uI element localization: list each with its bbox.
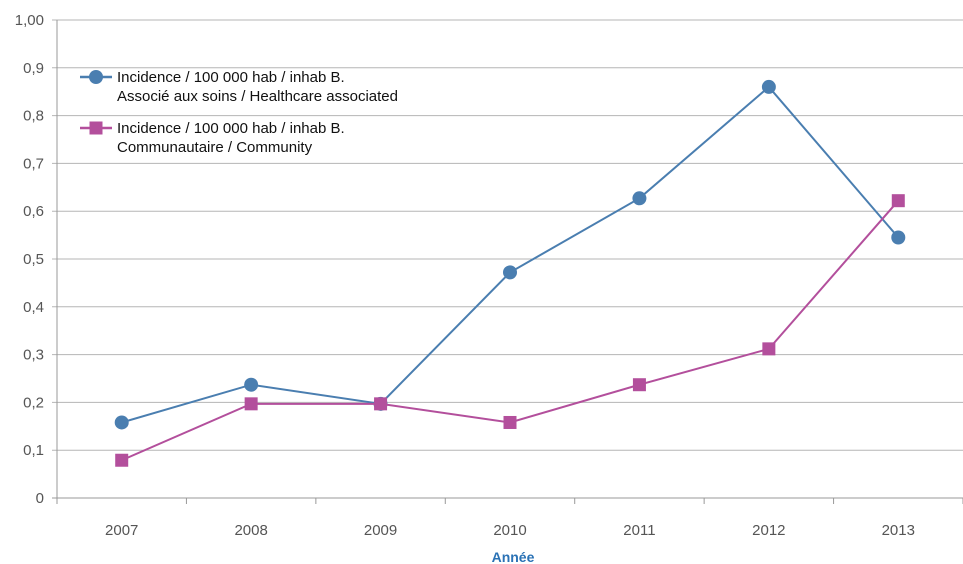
data-point xyxy=(114,415,129,430)
x-tick-label: 2010 xyxy=(493,522,526,539)
legend-marker xyxy=(89,121,103,135)
data-point xyxy=(115,453,129,467)
y-tick-label: 1,00 xyxy=(15,12,44,29)
x-axis-ticks: 2007 2008 2009 2010 2011 2012 2013 xyxy=(56,498,963,539)
y-tick-label: 0,5 xyxy=(23,251,44,268)
x-tick-label: 2012 xyxy=(752,522,785,539)
y-tick-label: 0 xyxy=(36,490,44,507)
y-axis-ticks: 0 0,1 0,2 0,3 0,4 0,5 0,6 0,7 0,8 0,9 1,00 xyxy=(15,12,44,507)
x-tick-label: 2011 xyxy=(623,522,655,539)
data-point xyxy=(244,397,258,411)
legend-label: Incidence / 100 000 hab / inhab B. xyxy=(117,69,345,86)
y-tick-label: 0,8 xyxy=(23,108,44,125)
legend-label: Incidence / 100 000 hab / inhab B. xyxy=(117,120,345,137)
grid-lines xyxy=(52,19,963,499)
x-tick-label: 2008 xyxy=(234,522,267,539)
x-tick-label: 2009 xyxy=(364,522,397,539)
y-tick-label: 0,1 xyxy=(23,442,44,459)
series-group xyxy=(114,79,906,467)
legend: Incidence / 100 000 hab / inhab B. Associ… xyxy=(80,69,398,156)
legend-label: Associé aux soins / Healthcare associate… xyxy=(117,88,398,105)
data-point xyxy=(891,230,906,245)
data-point xyxy=(632,191,647,206)
y-tick-label: 0,3 xyxy=(23,347,44,364)
data-point xyxy=(762,342,776,356)
data-point xyxy=(374,397,388,411)
legend-marker xyxy=(89,70,103,84)
data-point xyxy=(503,415,517,429)
y-tick-label: 0,7 xyxy=(23,155,44,172)
legend-label: Communautaire / Community xyxy=(117,139,313,156)
x-tick-label: 2007 xyxy=(105,522,138,539)
data-point xyxy=(761,79,776,94)
x-tick-label: 2013 xyxy=(882,522,915,539)
data-point xyxy=(244,377,259,392)
data-point xyxy=(891,194,905,208)
y-tick-label: 0,2 xyxy=(23,394,44,411)
x-axis-label: Année xyxy=(492,549,535,564)
data-point xyxy=(503,265,517,280)
y-tick-label: 0,9 xyxy=(23,60,44,77)
series-line xyxy=(121,85,900,424)
y-tick-label: 0,4 xyxy=(23,299,44,316)
data-point xyxy=(632,378,646,392)
y-tick-label: 0,6 xyxy=(23,203,44,220)
